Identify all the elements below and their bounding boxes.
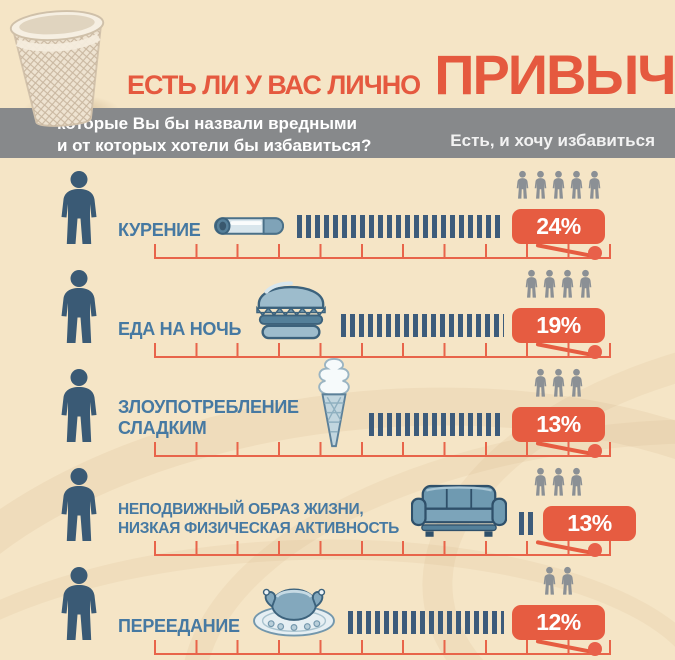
ice-cream-icon: [311, 357, 357, 449]
person-icon: [52, 270, 106, 344]
habit-row-main: ЗЛОУПОТРЕБЛЕНИЕ СЛАДКИМ 13%: [52, 357, 605, 448]
roast-chicken-icon: [252, 578, 336, 637]
person-icon: [52, 369, 106, 443]
person-pictogram-icon: [578, 269, 593, 304]
person-pictogram-icon: [542, 269, 557, 304]
title-keyword-text: ПРИВЫЧКИ: [434, 43, 675, 106]
person-icon: [52, 468, 106, 542]
habit-label-line: НЕПОДВИЖНЫЙ ОБРАЗ ЖИЗНИ,: [118, 501, 364, 519]
percentage-badge: 24%: [512, 209, 605, 244]
habit-row-main: НЕПОДВИЖНЫЙ ОБРАЗ ЖИЗНИ, НИЗКАЯ ФИЗИЧЕСКА…: [52, 466, 636, 542]
habit-label-line: ПЕРЕЕДАНИЕ: [118, 615, 240, 636]
person-pictogram-icon: [587, 170, 602, 205]
habit-label-line: КУРЕНИЕ: [118, 219, 201, 240]
pointer-dot: [588, 642, 602, 656]
dashed-bar: [341, 314, 504, 337]
subtitle-line-2: и от которых хотели бы избавиться?: [57, 135, 372, 155]
people-pictogram: [512, 170, 605, 205]
person-pictogram-icon: [560, 269, 575, 304]
habit-row: ЕДА НА НОЧЬ 19%: [0, 262, 675, 361]
habit-row: ЗЛОУПОТРЕБЛЕНИЕ СЛАДКИМ 13%: [0, 357, 675, 460]
habit-rows: КУРЕНИЕ 24% ЕДА НА НОЧЬ 19% ЗЛОУПОТРЕБЛЕ…: [0, 163, 675, 658]
habit-row-main: КУРЕНИЕ 24%: [52, 169, 605, 245]
dashed-bar: [368, 413, 504, 436]
sofa-icon: [410, 483, 508, 538]
dashed-bar: [296, 215, 504, 238]
habit-label: ЕДА НА НОЧЬ: [118, 319, 241, 340]
percentage-badge: 13%: [512, 407, 605, 442]
people-pictogram: [512, 368, 605, 403]
cigarette-icon: [213, 215, 285, 237]
habit-row: КУРЕНИЕ 24%: [0, 163, 675, 262]
habit-label-line: НИЗКАЯ ФИЗИЧЕСКАЯ АКТИВНОСТЬ: [118, 519, 399, 537]
people-pictogram: [512, 566, 605, 601]
person-icon: [52, 171, 106, 245]
page-title: ЕСТЬ ЛИ У ВАС ЛИЧНО ПРИВЫЧКИ: [127, 42, 675, 106]
person-pictogram-icon: [569, 467, 584, 502]
person-pictogram-icon: [515, 170, 530, 205]
person-pictogram-icon: [551, 467, 566, 502]
pointer-dot: [588, 543, 602, 557]
person-pictogram-icon: [569, 170, 584, 205]
habit-label-line: ЗЛОУПОТРЕБЛЕНИЕ: [118, 396, 299, 417]
subtitle-line-1: которые Вы бы назвали вредными: [57, 114, 357, 133]
pointer-dot: [588, 345, 602, 359]
habit-label: ПЕРЕЕДАНИЕ: [118, 616, 240, 637]
habit-row: ПЕРЕЕДАНИЕ 12%: [0, 559, 675, 658]
dashed-bar: [519, 512, 535, 535]
percentage-badge: 13%: [543, 506, 636, 541]
people-pictogram: [512, 467, 605, 502]
pointer-dot: [588, 246, 602, 260]
person-pictogram-icon: [533, 467, 548, 502]
habit-row-main: ЕДА НА НОЧЬ 19%: [52, 268, 605, 344]
habit-row-main: ПЕРЕЕДАНИЕ 12%: [52, 565, 605, 641]
person-pictogram-icon: [524, 269, 539, 304]
habit-label: ЗЛОУПОТРЕБЛЕНИЕ СЛАДКИМ: [118, 397, 299, 439]
title-question-text: ЕСТЬ ЛИ У ВАС ЛИЧНО: [127, 70, 421, 100]
habit-label-line: СЛАДКИМ: [118, 417, 207, 438]
person-pictogram-icon: [542, 566, 557, 601]
person-pictogram-icon: [560, 566, 575, 601]
ruler-scale: [154, 343, 611, 358]
person-pictogram-icon: [533, 368, 548, 403]
ruler-scale: [154, 244, 611, 259]
burger-icon: [253, 270, 329, 340]
habit-label-line: ЕДА НА НОЧЬ: [118, 318, 242, 339]
person-pictogram-icon: [569, 368, 584, 403]
trash-basket-icon: [4, 1, 117, 136]
ruler-scale: [154, 640, 611, 655]
percentage-badge: 12%: [512, 605, 605, 640]
percentage-badge: 19%: [512, 308, 605, 343]
ruler-scale: [154, 442, 611, 457]
subtitle-text: которые Вы бы назвали вредными и от кото…: [57, 113, 371, 157]
person-pictogram-icon: [551, 170, 566, 205]
subtitle-bar: которые Вы бы назвали вредными и от кото…: [0, 108, 675, 158]
people-pictogram: [512, 269, 605, 304]
habit-label: КУРЕНИЕ: [118, 220, 201, 241]
person-pictogram-icon: [551, 368, 566, 403]
habit-row: НЕПОДВИЖНЫЙ ОБРАЗ ЖИЗНИ, НИЗКАЯ ФИЗИЧЕСКА…: [0, 460, 675, 559]
person-pictogram-icon: [533, 170, 548, 205]
dashed-bar: [347, 611, 504, 634]
pointer-dot: [588, 444, 602, 458]
person-icon: [52, 567, 106, 641]
habit-label: НЕПОДВИЖНЫЙ ОБРАЗ ЖИЗНИ, НИЗКАЯ ФИЗИЧЕСКА…: [118, 501, 399, 538]
legend-label: Есть, и хочу избавиться: [450, 131, 655, 150]
ruler-scale: [154, 541, 611, 556]
